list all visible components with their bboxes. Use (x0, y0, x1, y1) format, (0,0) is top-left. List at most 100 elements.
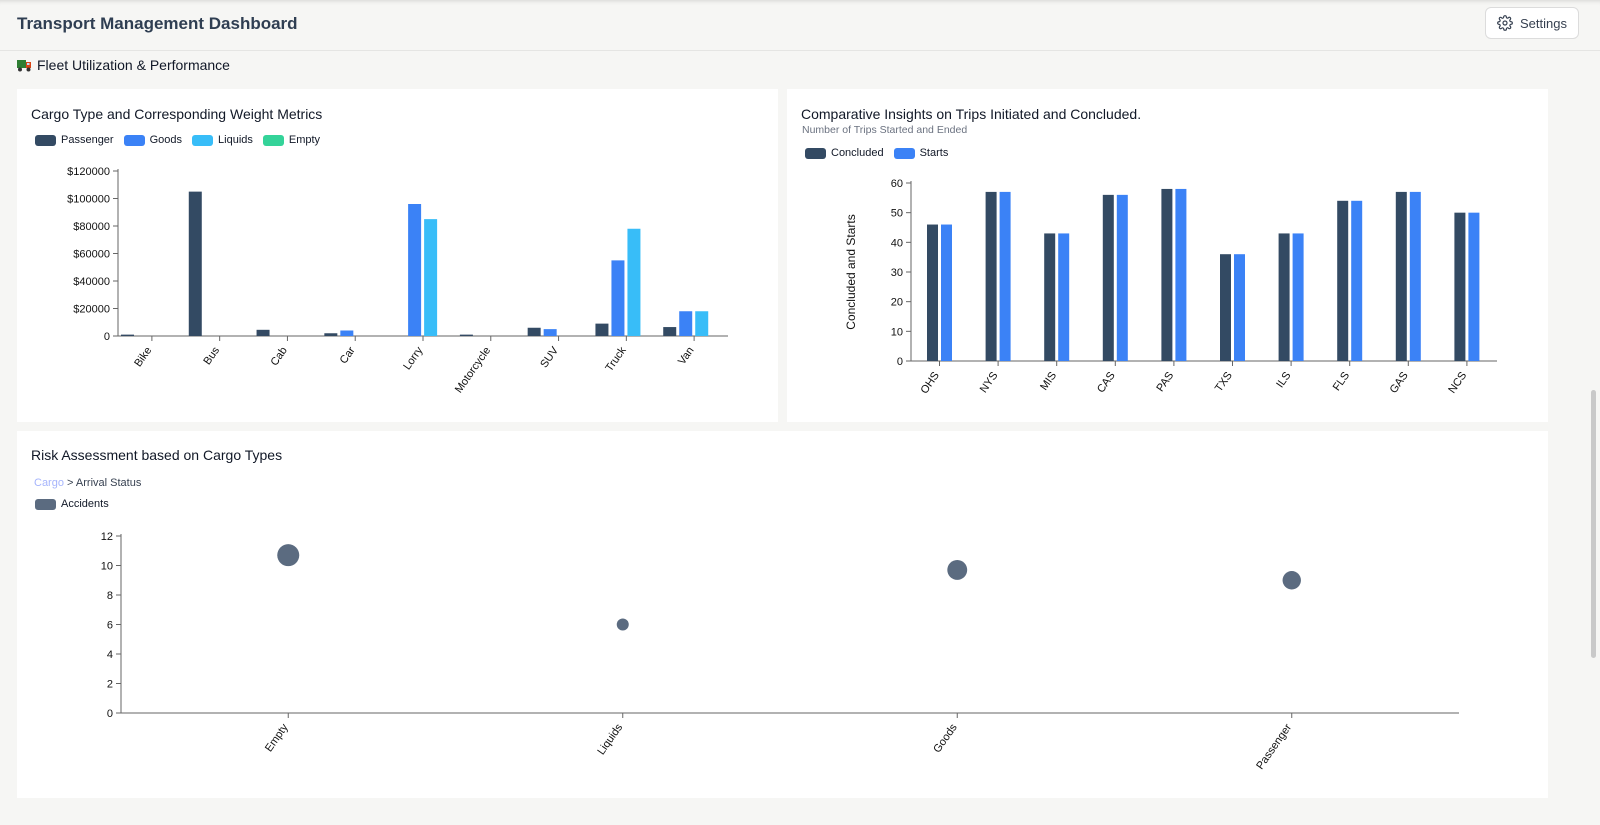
bar-starts-fls (1351, 200, 1363, 361)
top-bar: Transport Management Dashboard Settings (0, 0, 1600, 51)
bar-passenger-truck (595, 323, 609, 336)
y-tick-label: $60000 (73, 249, 110, 261)
legend-label-starts: Starts (919, 147, 949, 159)
legend-label-liquids: Liquids (218, 134, 253, 146)
breadcrumb: Cargo > Arrival Status (34, 477, 141, 489)
y-tick-label: 8 (107, 590, 113, 602)
legend-label-empty: Empty (288, 134, 321, 146)
trips-chart-card: Comparative Insights on Trips Initiated … (787, 89, 1548, 422)
breadcrumb-link-cargo[interactable]: Cargo (34, 477, 64, 489)
risk-chart-title: Risk Assessment based on Cargo Types (31, 447, 283, 463)
y-tick-label: $120000 (67, 166, 110, 178)
section-title-label: Fleet Utilization & Performance (37, 57, 230, 73)
breadcrumb-separator: > (67, 477, 74, 489)
y-tick-label: 4 (107, 649, 113, 661)
bar-concluded-fls (1337, 200, 1349, 361)
y-tick-label: 10 (101, 561, 113, 573)
page-scrollbar[interactable] (1591, 390, 1596, 658)
y-tick-label: 6 (107, 620, 113, 632)
x-tick-label: SUV (538, 344, 561, 370)
x-tick-label: PAS (1154, 370, 1176, 394)
bar-starts-mis (1058, 233, 1070, 361)
legend-label-passenger: Passenger (61, 134, 114, 146)
legend-item-passenger[interactable]: Passenger (35, 134, 114, 146)
settings-label: Settings (1520, 15, 1567, 31)
bar-concluded-cas (1102, 194, 1114, 361)
legend-item-liquids[interactable]: Liquids (192, 134, 253, 146)
y-tick-label: 0 (104, 331, 110, 343)
bar-concluded-ils (1278, 233, 1290, 361)
bar-passenger-car (324, 333, 338, 336)
truck-icon (17, 60, 31, 72)
bar-starts-nys (999, 191, 1011, 361)
cargo-chart-title: Cargo Type and Corresponding Weight Metr… (31, 106, 323, 122)
y-tick-label: 50 (891, 208, 903, 220)
trips-chart-subtitle: Number of Trips Started and Ended (802, 124, 968, 136)
bar-goods-truck (611, 260, 625, 336)
bar-passenger-motorcycle (459, 334, 473, 336)
bar-goods-car (340, 330, 354, 336)
y-tick-label: $80000 (73, 221, 110, 233)
bar-starts-ohs (941, 224, 952, 361)
x-tick-label: Bike (132, 345, 154, 369)
y-tick-label: $100000 (67, 194, 110, 206)
cargo-bar-chart: 0 $20000 $40000 $60000 $80000 $100000 $120000 B… (67, 166, 728, 395)
x-tick-label: Lorry (401, 344, 425, 372)
breadcrumb-current: Arrival Status (75, 477, 142, 489)
legend-item-goods[interactable]: Goods (123, 134, 183, 146)
risk-legend: Accidents (35, 498, 109, 510)
point-accidents-goods (947, 559, 968, 580)
legend-item-empty[interactable]: Empty (262, 134, 321, 146)
y-tick-label: 0 (897, 356, 903, 368)
legend-label-concluded: Concluded (831, 147, 884, 159)
x-tick-label: Empty (263, 721, 291, 754)
bar-concluded-mis (1044, 233, 1056, 361)
legend-swatch-passenger (35, 134, 56, 146)
bar-passenger-bus (188, 191, 202, 336)
legend-item-accidents[interactable]: Accidents (35, 498, 109, 510)
x-tick-label: GAS (1388, 370, 1411, 396)
x-tick-label: Truck (603, 344, 629, 373)
bar-starts-txs (1234, 254, 1245, 361)
bar-passenger-bike (121, 334, 134, 336)
y-tick-label: 2 (107, 679, 113, 691)
x-tick-label: FLS (1331, 370, 1352, 393)
x-tick-label: MIS (1038, 370, 1059, 393)
x-tick-label: NYS (978, 370, 1001, 395)
y-tick-label: 0 (107, 708, 113, 720)
y-tick-label: 20 (891, 297, 903, 309)
y-tick-label: 60 (891, 178, 903, 190)
trips-legend: Concluded Starts (805, 147, 948, 159)
bar-concluded-nys (985, 191, 997, 361)
trips-bar-chart: 0 10 20 30 40 50 60 OHS NYS MIS CAS PAS TXS ILS FLS GAS… (844, 178, 1497, 396)
settings-button[interactable]: Settings (1485, 7, 1579, 39)
x-tick-label: Bus (201, 344, 222, 367)
x-tick-label: Car (338, 345, 358, 367)
y-tick-label: $40000 (73, 276, 110, 288)
x-tick-label: CAS (1095, 370, 1118, 395)
legend-swatch-starts (893, 147, 915, 159)
legend-item-concluded[interactable]: Concluded (805, 147, 884, 159)
legend-swatch-liquids (192, 134, 214, 146)
x-tick-label: OHS (918, 370, 942, 396)
point-accidents-empty (277, 544, 300, 567)
x-tick-label: ILS (1274, 370, 1293, 390)
bar-starts-cas (1116, 194, 1128, 361)
bar-concluded-pas (1161, 188, 1173, 361)
x-tick-label: Van (676, 345, 697, 367)
bar-goods-suv (543, 329, 557, 336)
legend-item-starts[interactable]: Starts (893, 147, 949, 159)
y-tick-label: $20000 (73, 304, 110, 316)
x-tick-label: Cab (268, 345, 289, 368)
trips-chart-title: Comparative Insights on Trips Initiated … (801, 106, 1142, 122)
risk-scatter-chart: 0 2 4 6 8 10 12 Empty Liquids Goods Passenger (101, 531, 1459, 772)
bar-starts-gas (1409, 191, 1421, 361)
legend-swatch-accidents (35, 498, 56, 510)
y-axis-label: Concluded and Starts (844, 214, 858, 329)
bar-passenger-suv (527, 327, 541, 336)
cargo-chart-card: Cargo Type and Corresponding Weight Metr… (17, 89, 778, 422)
legend-swatch-goods (123, 134, 145, 146)
bar-starts-ncs (1468, 212, 1480, 361)
section-title: Fleet Utilization & Performance (17, 57, 230, 73)
legend-label-goods: Goods (149, 134, 183, 146)
